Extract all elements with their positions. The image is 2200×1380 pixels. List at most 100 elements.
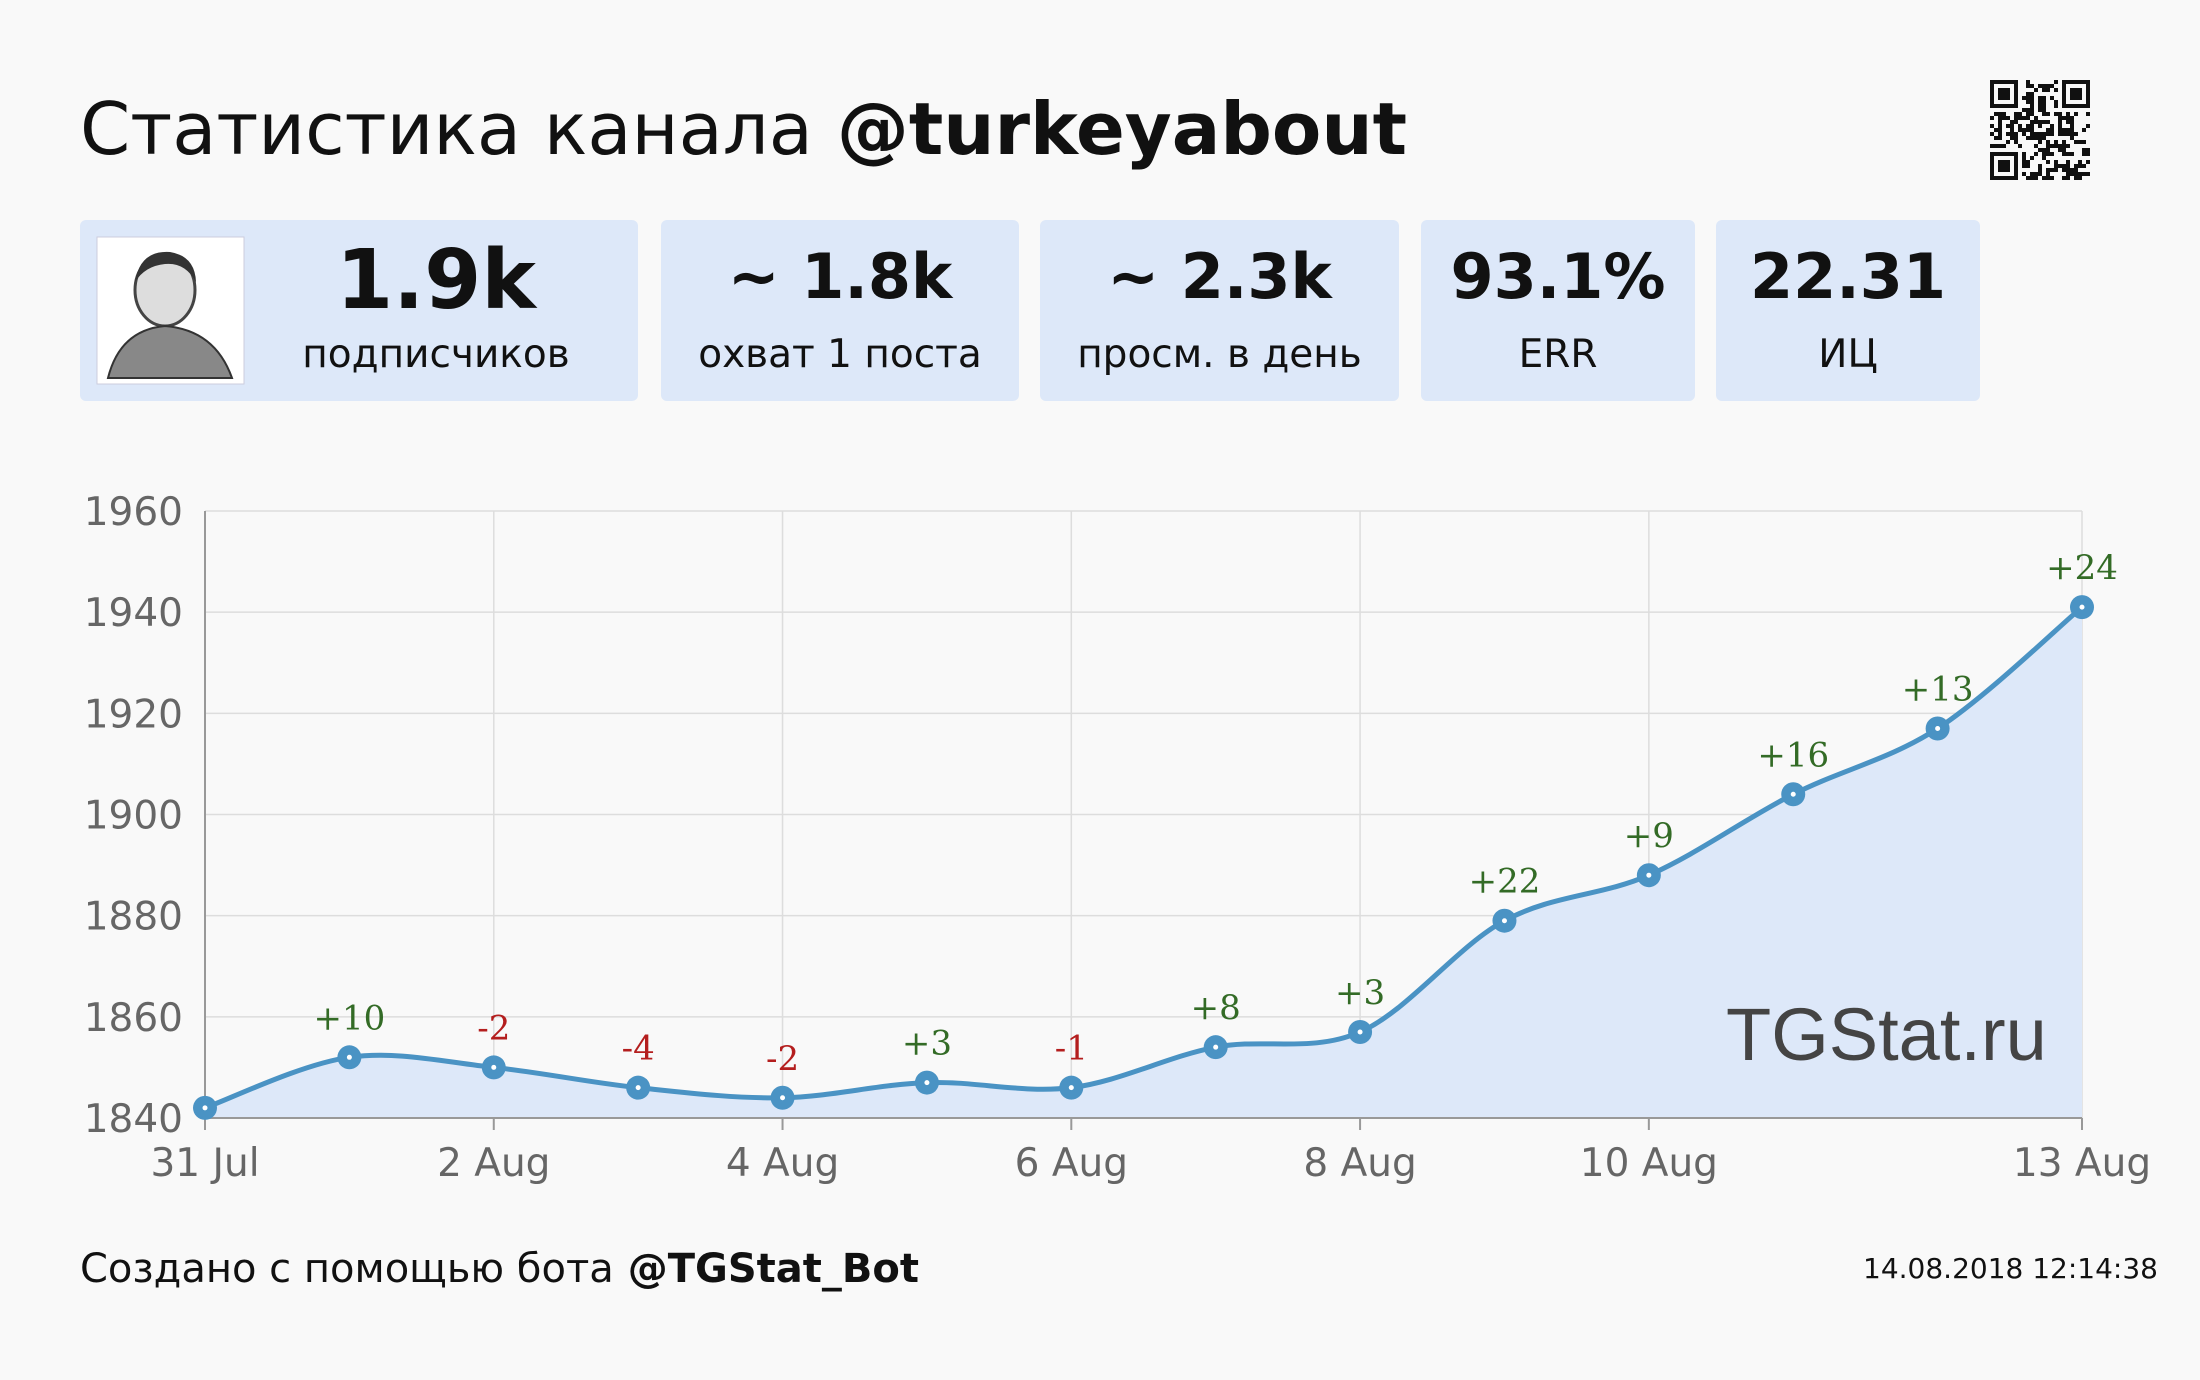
qr-module	[2022, 164, 2026, 168]
qr-module	[2054, 88, 2058, 92]
qr-module	[2010, 136, 2014, 140]
qr-code	[1990, 80, 2090, 180]
qr-module	[2026, 92, 2030, 96]
qr-module	[1998, 92, 2002, 96]
qr-module	[2070, 128, 2074, 132]
qr-module	[1998, 128, 2002, 132]
qr-module	[2070, 80, 2074, 84]
qr-module	[2082, 152, 2086, 156]
qr-module	[2026, 116, 2030, 120]
qr-module	[2070, 116, 2074, 120]
y-tick-label: 1920	[84, 692, 183, 737]
qr-module	[2050, 144, 2054, 148]
qr-module	[2086, 148, 2090, 152]
qr-module	[2046, 120, 2050, 124]
x-tick-label: 6 Aug	[1015, 1141, 1128, 1186]
qr-module	[2034, 176, 2038, 180]
qr-module	[1994, 152, 1998, 156]
qr-module	[2030, 108, 2034, 112]
qr-module	[2078, 80, 2082, 84]
qr-module	[2046, 88, 2050, 92]
x-tick-label: 4 Aug	[726, 1141, 839, 1186]
qr-module	[2006, 132, 2010, 136]
qr-module	[2014, 96, 2018, 100]
qr-module	[2022, 156, 2026, 160]
qr-module	[2054, 140, 2058, 144]
qr-module	[2006, 104, 2010, 108]
qr-module	[2006, 124, 2010, 128]
qr-module	[2054, 112, 2058, 116]
qr-module	[2030, 112, 2034, 116]
qr-module	[2078, 96, 2082, 100]
qr-module	[2086, 100, 2090, 104]
qr-module	[2038, 120, 2042, 124]
qr-module	[2002, 88, 2006, 92]
qr-module	[2046, 112, 2050, 116]
point-center	[1935, 726, 1941, 732]
qr-module	[1990, 164, 1994, 168]
qr-module	[2062, 128, 2066, 132]
qr-module	[2062, 148, 2066, 152]
qr-module	[2014, 164, 2018, 168]
stat-value: ~ 1.8k	[728, 240, 954, 313]
qr-module	[1994, 80, 1998, 84]
qr-module	[2074, 164, 2078, 168]
qr-module	[1998, 152, 2002, 156]
qr-module	[2010, 80, 2014, 84]
point-center	[2079, 604, 2085, 610]
qr-module	[2066, 128, 2070, 132]
qr-module	[1998, 120, 2002, 124]
qr-module	[1990, 116, 1994, 120]
qr-module	[2046, 176, 2050, 180]
qr-module	[2026, 108, 2030, 112]
delta-label: +24	[2046, 548, 2118, 588]
qr-module	[2086, 88, 2090, 92]
qr-module	[2050, 168, 2054, 172]
qr-module	[2034, 172, 2038, 176]
qr-module	[2050, 96, 2054, 100]
qr-module	[2014, 88, 2018, 92]
timestamp: 14.08.2018 12:14:38	[1863, 1252, 2158, 1285]
qr-module	[2062, 92, 2066, 96]
qr-module	[1994, 136, 1998, 140]
qr-module	[2030, 84, 2034, 88]
watermark: TGStat.ru	[1726, 993, 2047, 1076]
y-tick-label: 1940	[84, 591, 183, 636]
qr-module	[2030, 96, 2034, 100]
qr-module	[2006, 164, 2010, 168]
qr-module	[2010, 132, 2014, 136]
stat-card	[1040, 220, 1399, 401]
stat-label: просм. в день	[1077, 332, 1362, 377]
bot-name: @TGStat_Bot	[628, 1246, 919, 1292]
qr-module	[2070, 104, 2074, 108]
qr-module	[2070, 88, 2074, 92]
qr-module	[2070, 92, 2074, 96]
qr-module	[2034, 120, 2038, 124]
qr-module	[1994, 112, 1998, 116]
qr-module	[2046, 128, 2050, 132]
qr-module	[2014, 140, 2018, 144]
qr-module	[1994, 104, 1998, 108]
qr-module	[2034, 88, 2038, 92]
qr-module	[2026, 80, 2030, 84]
qr-module	[2086, 92, 2090, 96]
qr-module	[2022, 172, 2026, 176]
stat-label: охват 1 поста	[698, 332, 982, 377]
qr-module	[2002, 80, 2006, 84]
qr-module	[2002, 160, 2006, 164]
qr-module	[2062, 152, 2066, 156]
stat-value: ~ 2.3k	[1107, 240, 1333, 313]
footer: Создано с помощью бота @TGStat_Bot	[80, 1246, 919, 1292]
qr-module	[2054, 168, 2058, 172]
qr-module	[2070, 168, 2074, 172]
stat-label: ERR	[1519, 332, 1598, 377]
qr-module	[1998, 80, 2002, 84]
y-tick-label: 1880	[84, 895, 183, 940]
qr-module	[2030, 124, 2034, 128]
x-tick-label: 10 Aug	[1580, 1141, 1718, 1186]
qr-module	[2042, 108, 2046, 112]
page-title: Статистика канала @turkeyabout	[80, 87, 1407, 171]
qr-module	[2074, 112, 2078, 116]
qr-module	[2022, 160, 2026, 164]
